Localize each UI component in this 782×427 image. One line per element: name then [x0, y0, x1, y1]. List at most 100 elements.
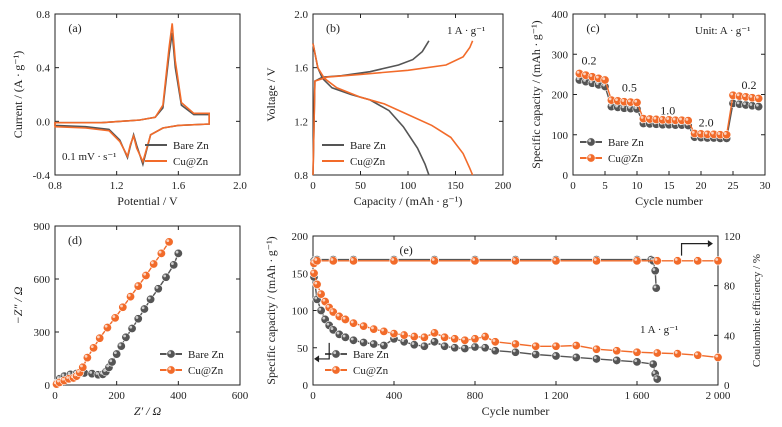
panel-label-a: (a)	[68, 21, 81, 35]
data-point-e-1-14-disc	[409, 332, 419, 342]
data-point-e-0-26-shine	[573, 354, 577, 358]
data-point-d-1-15-shine	[135, 283, 139, 287]
data-point-d-1-13	[118, 302, 128, 312]
data-point-e-3-11-disc	[652, 256, 662, 266]
data-point-e-1-26-shine	[573, 342, 577, 346]
data-point-c-1-3-shine	[595, 75, 599, 79]
data-point-d-1-10	[95, 333, 105, 343]
data-point-e-0-3-shine	[322, 316, 326, 320]
data-point-e-1-27-disc	[591, 344, 601, 354]
data-point-d-0-22-shine	[175, 250, 179, 254]
rate-label-c-0: 0.2	[582, 53, 597, 67]
x-tick-label-e-5: 2 000	[706, 390, 731, 402]
data-point-e-0-9-shine	[360, 339, 364, 343]
data-point-e-3-7-shine	[512, 258, 516, 261]
legend-label-d-0: Bare Zn	[188, 349, 224, 361]
data-point-d-0-20	[161, 272, 171, 282]
data-point-e-0-19	[460, 343, 470, 353]
data-point-e-0-8	[348, 335, 358, 345]
data-point-c-1-2-shine	[589, 74, 593, 77]
data-point-e-0-2-shine	[318, 307, 322, 311]
y-axis-label-e: Specific capacity / (mAh · g⁻¹)	[264, 236, 278, 384]
data-point-c-1-27-shine	[749, 95, 753, 98]
data-point-d-1-8-disc	[82, 353, 92, 363]
data-point-e-0-7-shine	[342, 334, 346, 338]
data-point-c-1-23-disc	[722, 130, 732, 140]
data-point-e-1-4-shine	[326, 304, 330, 308]
data-point-e-1-8-disc	[348, 318, 358, 328]
data-point-d-1-18-disc	[156, 248, 166, 258]
data-point-e-3-5-disc	[429, 256, 439, 266]
data-point-e-1-1	[312, 279, 322, 289]
data-point-e-1-7-disc	[340, 314, 350, 324]
y-tick-label-c-3: 300	[552, 49, 569, 61]
data-point-e-0-32	[652, 374, 662, 384]
data-point-e-0-25-shine	[553, 353, 557, 357]
data-point-e-1-8-shine	[350, 320, 354, 324]
y-tick-label-c-2: 200	[552, 90, 569, 102]
data-point-e-1-10	[369, 324, 379, 334]
data-point-e-1-27-shine	[593, 346, 597, 350]
data-point-c-1-28-disc	[754, 94, 764, 104]
data-point-e-1-33	[713, 352, 723, 362]
data-point-e-0-24-shine	[533, 351, 536, 355]
data-point-e-1-17-shine	[441, 334, 445, 338]
data-point-c-1-11-shine	[647, 116, 650, 120]
data-point-e-1-30	[652, 348, 662, 358]
data-point-e-0-27	[591, 354, 601, 364]
data-point-e-0-22	[490, 346, 500, 356]
x-tick-label-e-4: 1 600	[625, 390, 650, 402]
data-point-e-1-24-shine	[533, 343, 536, 347]
y-right-tick-label-e-3: 120	[724, 231, 741, 243]
data-point-c-0-27-shine	[749, 103, 753, 106]
series-line-b-1	[312, 43, 474, 176]
data-point-c-1-20	[702, 129, 712, 139]
data-point-d-0-21	[169, 260, 179, 270]
data-point-d-1-2-shine	[61, 377, 65, 381]
data-point-e-3-4-shine	[391, 258, 395, 261]
data-point-e-0-17-shine	[441, 343, 445, 347]
data-point-e-3-9-disc	[591, 256, 601, 266]
data-point-d-1-7-disc	[78, 362, 88, 372]
data-point-d-1-17-disc	[149, 259, 159, 269]
data-point-e-1-25-shine	[553, 343, 557, 347]
data-point-d-0-12-shine	[113, 351, 117, 355]
y-right-tick-label-e-2: 80	[724, 281, 736, 293]
data-point-d-0-22-disc	[173, 248, 183, 258]
data-point-e-1-19	[460, 335, 470, 345]
data-point-e-1-28-disc	[612, 346, 622, 356]
data-point-e-1-33-shine	[715, 354, 719, 358]
data-point-e-2-13	[650, 266, 660, 276]
data-point-d-0-17-shine	[141, 306, 145, 310]
data-point-e-2-14-disc	[651, 283, 661, 293]
data-point-c-1-17-shine	[685, 117, 689, 121]
data-point-d-0-13	[116, 341, 126, 351]
data-point-d-0-20-disc	[161, 272, 171, 282]
data-point-e-0-1-shine	[314, 296, 318, 300]
data-point-e-0-7-disc	[340, 332, 350, 342]
data-point-e-1-0-shine	[311, 270, 315, 274]
data-point-e-1-22-shine	[492, 339, 496, 342]
data-point-e-1-31-disc	[672, 349, 682, 359]
data-point-e-1-7	[340, 314, 350, 324]
data-point-c-1-4-shine	[602, 77, 606, 81]
data-point-c-1-24-shine	[730, 92, 734, 96]
x-axis-label-a: Potential / V	[117, 194, 178, 208]
data-point-e-0-11	[379, 341, 389, 351]
data-point-e-3-13-disc	[693, 256, 703, 266]
data-point-e-2-14	[651, 283, 661, 293]
rate-label-c-2: 1.0	[660, 104, 675, 118]
y-tick-label-c-4: 400	[552, 9, 569, 21]
data-point-e-1-18	[450, 334, 460, 344]
data-point-d-1-17-shine	[150, 261, 154, 265]
data-point-c-0-26-shine	[743, 102, 746, 106]
data-point-d-1-16-shine	[143, 272, 147, 276]
data-point-e-0-9-disc	[359, 338, 369, 348]
data-point-c-1-15-shine	[672, 117, 676, 121]
x-tick-label-c-4: 20	[696, 180, 708, 192]
data-point-c-1-17-disc	[683, 116, 693, 126]
series-charge-line-b-0	[312, 40, 430, 176]
panel-label-d: (d)	[68, 233, 82, 247]
rate-label-c-3: 2.0	[699, 116, 714, 130]
data-point-e-0-6-shine	[336, 331, 340, 335]
